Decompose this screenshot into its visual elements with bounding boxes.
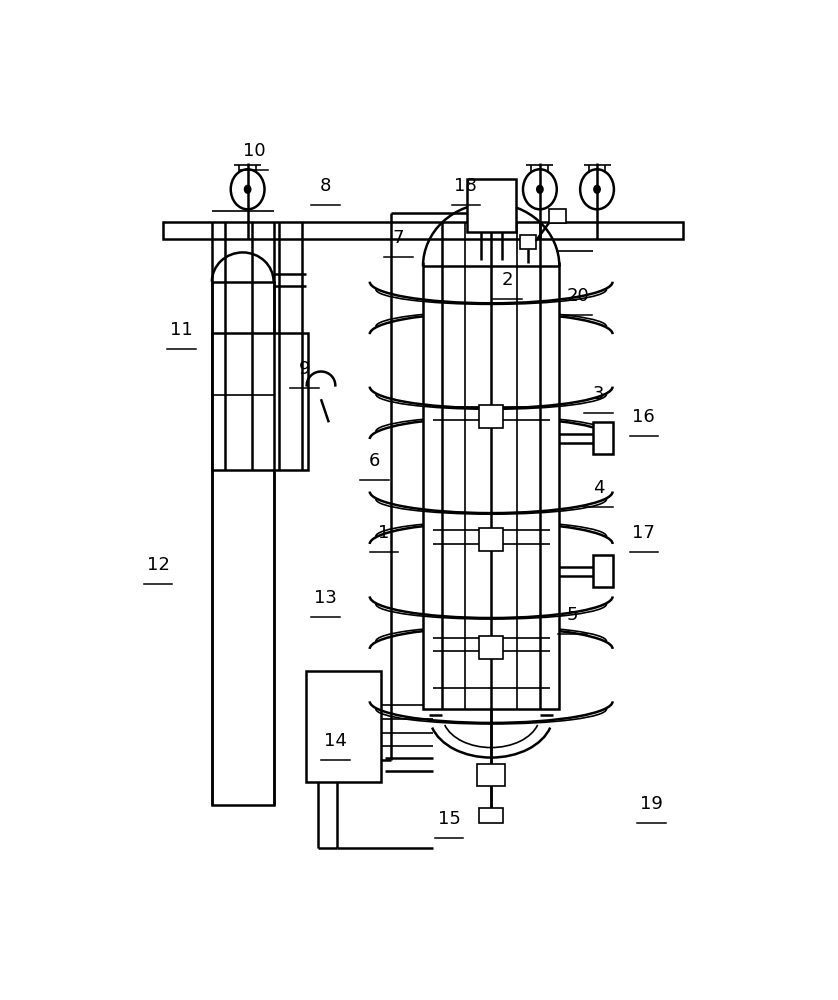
- Text: 15: 15: [437, 810, 460, 828]
- Circle shape: [593, 185, 601, 194]
- Bar: [479, 808, 503, 823]
- Text: 1: 1: [378, 524, 390, 542]
- Text: 3: 3: [592, 385, 604, 403]
- Text: 12: 12: [147, 556, 169, 574]
- Text: 17: 17: [633, 524, 655, 542]
- Text: 4: 4: [592, 479, 604, 497]
- Text: 11: 11: [170, 321, 193, 339]
- Text: 14: 14: [323, 732, 347, 750]
- Bar: [163, 222, 683, 239]
- Text: 8: 8: [320, 177, 331, 195]
- Bar: [520, 235, 535, 249]
- Text: 10: 10: [243, 142, 266, 160]
- Text: 20: 20: [566, 287, 589, 305]
- Text: 13: 13: [314, 589, 337, 607]
- Bar: [467, 179, 515, 232]
- Text: 6: 6: [369, 452, 380, 470]
- Circle shape: [244, 185, 251, 194]
- Text: 16: 16: [633, 408, 655, 426]
- Bar: [479, 528, 503, 551]
- Text: 18: 18: [454, 177, 477, 195]
- Bar: [212, 282, 274, 805]
- Bar: [477, 764, 505, 786]
- Bar: [306, 671, 380, 782]
- Text: 2: 2: [502, 271, 513, 289]
- Bar: [479, 636, 503, 659]
- Bar: [212, 333, 308, 470]
- Bar: [479, 405, 503, 428]
- Text: 5: 5: [566, 606, 578, 624]
- Text: 7: 7: [392, 229, 404, 247]
- Text: 19: 19: [640, 795, 663, 813]
- Bar: [593, 555, 613, 587]
- Bar: [593, 422, 613, 454]
- Text: 9: 9: [299, 360, 311, 378]
- Bar: [423, 266, 559, 709]
- Circle shape: [536, 185, 544, 194]
- Bar: [550, 209, 566, 223]
